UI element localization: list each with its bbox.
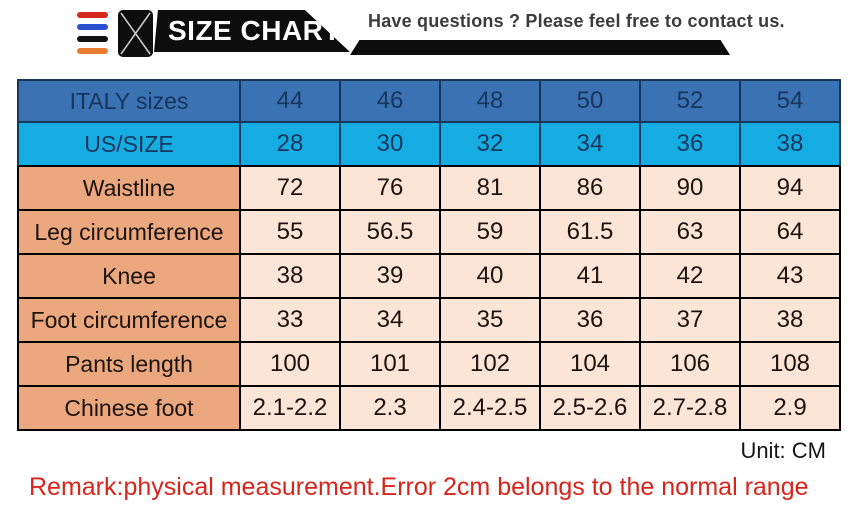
size-value-cell: 94 <box>741 167 841 211</box>
size-value-cell: 106 <box>641 343 741 387</box>
size-value-cell: 100 <box>241 343 341 387</box>
size-value-cell: 56.5 <box>341 211 441 255</box>
size-value-cell: 40 <box>441 255 541 299</box>
size-value-cell: 33 <box>241 299 341 343</box>
row-label-cell: Knee <box>17 255 241 299</box>
size-value-cell: 38 <box>241 255 341 299</box>
size-value-cell: 42 <box>641 255 741 299</box>
size-value-cell: 54 <box>741 79 841 123</box>
row-label-cell: US/SIZE <box>17 123 241 167</box>
size-value-cell: 63 <box>641 211 741 255</box>
row-label-cell: Chinese foot <box>17 387 241 431</box>
remark-text: Remark:physical measurement.Error 2cm be… <box>29 473 809 501</box>
contact-message: Have questions ? Please feel free to con… <box>368 11 785 31</box>
size-value-cell: 2.1-2.2 <box>241 387 341 431</box>
brand-bar-red <box>77 12 108 18</box>
size-value-cell: 48 <box>441 79 541 123</box>
header-underline-bar <box>350 40 730 55</box>
size-value-cell: 34 <box>341 299 441 343</box>
row-label-cell: Waistline <box>17 167 241 211</box>
brand-bars <box>77 12 108 60</box>
size-value-cell: 2.3 <box>341 387 441 431</box>
brand-bar-orange <box>77 48 108 54</box>
size-value-cell: 86 <box>541 167 641 211</box>
size-value-cell: 43 <box>741 255 841 299</box>
size-value-cell: 2.4-2.5 <box>441 387 541 431</box>
brand-bar-blue <box>77 24 108 30</box>
size-value-cell: 72 <box>241 167 341 211</box>
size-value-cell: 38 <box>741 299 841 343</box>
row-label-cell: Foot circumference <box>17 299 241 343</box>
size-value-cell: 102 <box>441 343 541 387</box>
size-value-cell: 32 <box>441 123 541 167</box>
size-value-cell: 55 <box>241 211 341 255</box>
size-value-cell: 41 <box>541 255 641 299</box>
size-value-cell: 36 <box>641 123 741 167</box>
size-value-cell: 76 <box>341 167 441 211</box>
row-label-cell: Pants length <box>17 343 241 387</box>
size-value-cell: 90 <box>641 167 741 211</box>
size-value-cell: 38 <box>741 123 841 167</box>
size-value-cell: 37 <box>641 299 741 343</box>
size-value-cell: 61.5 <box>541 211 641 255</box>
size-value-cell: 81 <box>441 167 541 211</box>
size-value-cell: 50 <box>541 79 641 123</box>
size-value-cell: 64 <box>741 211 841 255</box>
size-table: ITALY sizes 44 46 48 50 52 54 US/SIZE 28… <box>17 79 841 431</box>
size-value-cell: 2.5-2.6 <box>541 387 641 431</box>
size-value-cell: 104 <box>541 343 641 387</box>
size-value-cell: 101 <box>341 343 441 387</box>
size-value-cell: 35 <box>441 299 541 343</box>
size-chart-banner: SIZE CHART <box>154 10 350 52</box>
size-value-cell: 46 <box>341 79 441 123</box>
size-value-cell: 2.7-2.8 <box>641 387 741 431</box>
size-value-cell: 28 <box>241 123 341 167</box>
x-monogram-icon <box>118 10 153 57</box>
size-value-cell: 34 <box>541 123 641 167</box>
size-value-cell: 52 <box>641 79 741 123</box>
size-chart-title: SIZE CHART <box>168 15 341 46</box>
size-value-cell: 2.9 <box>741 387 841 431</box>
size-value-cell: 44 <box>241 79 341 123</box>
size-value-cell: 36 <box>541 299 641 343</box>
size-value-cell: 39 <box>341 255 441 299</box>
brand-bar-black <box>77 36 108 42</box>
row-label-cell: ITALY sizes <box>17 79 241 123</box>
size-value-cell: 59 <box>441 211 541 255</box>
size-value-cell: 30 <box>341 123 441 167</box>
row-label-cell: Leg circumference <box>17 211 241 255</box>
unit-label: Unit: CM <box>740 438 826 463</box>
size-value-cell: 108 <box>741 343 841 387</box>
